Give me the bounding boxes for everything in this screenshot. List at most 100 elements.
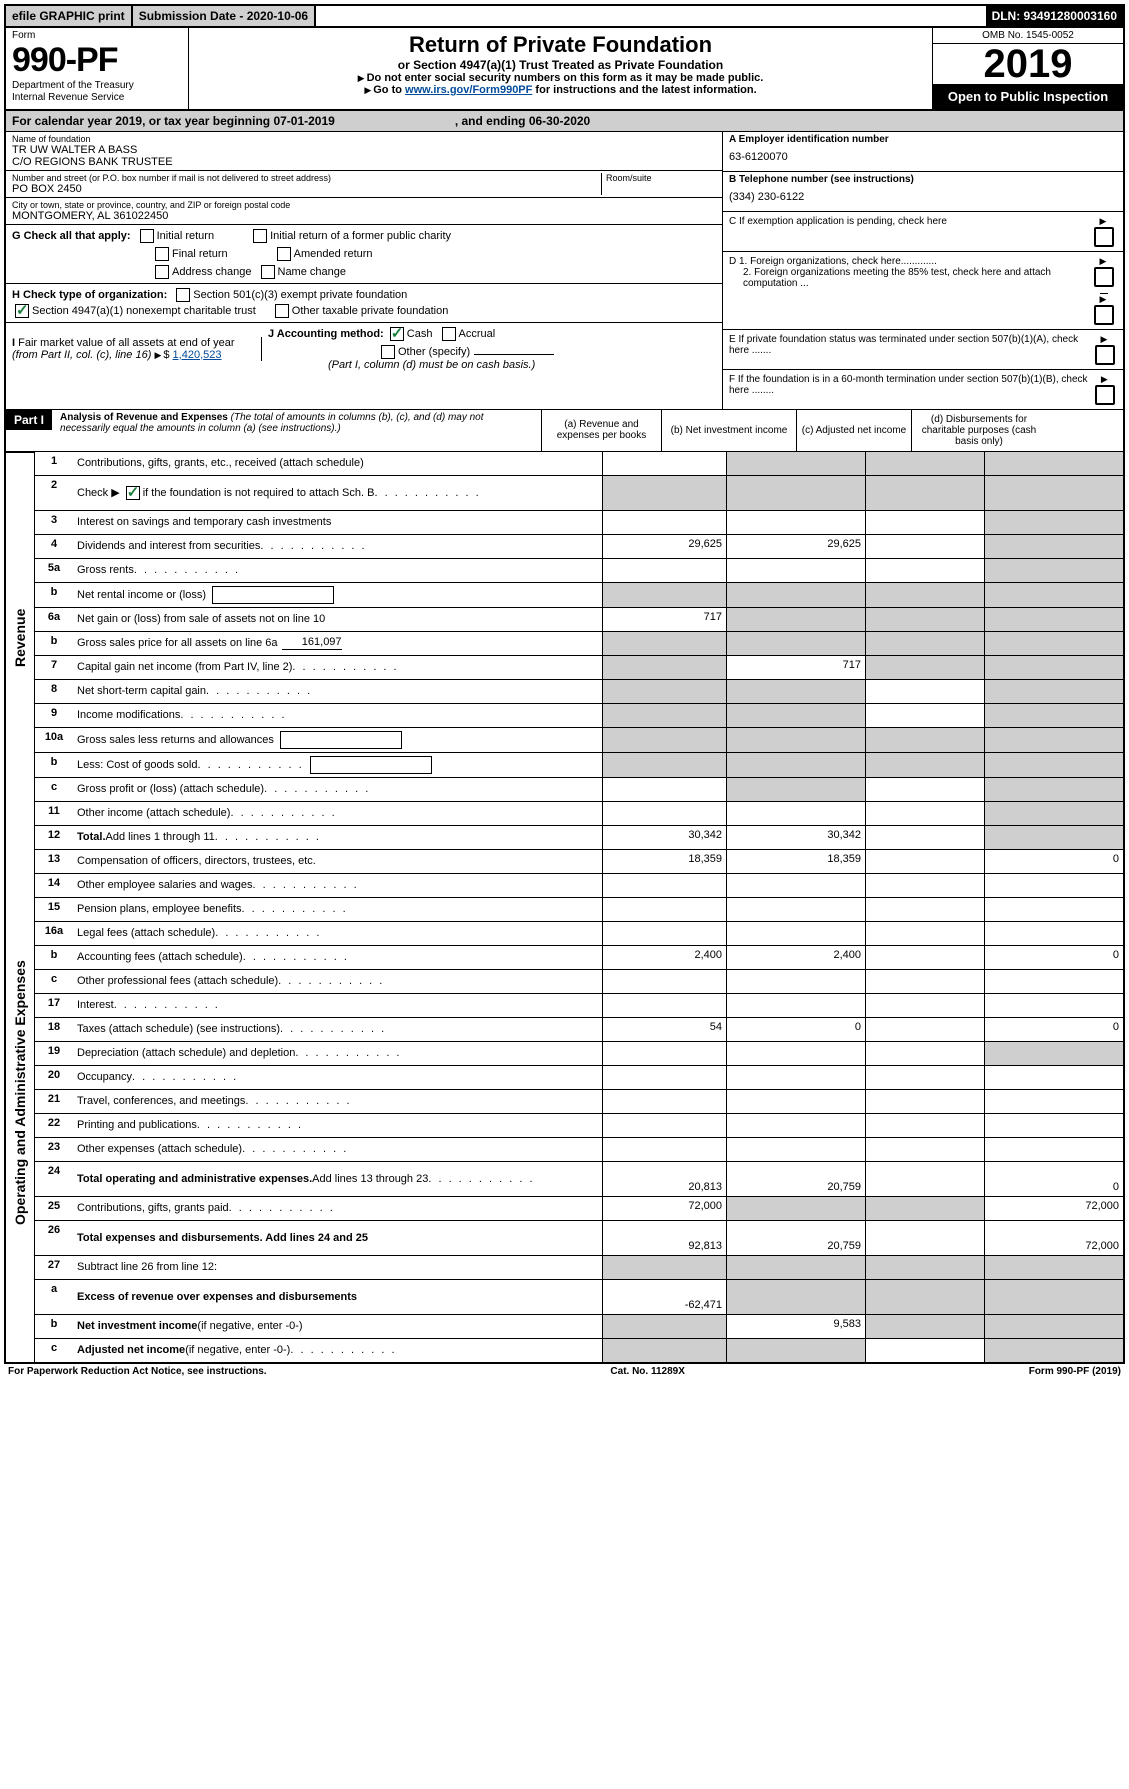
row-21: 21 Travel, conferences, and meetings (35, 1090, 1123, 1114)
cell-a: 20,813 (602, 1162, 726, 1196)
section-j: J Accounting method: Cash Accrual Other … (262, 327, 716, 371)
col-d-header: (d) Disbursements for charitable purpose… (911, 410, 1046, 451)
cb-accrual[interactable] (442, 327, 456, 341)
cell-c (865, 1280, 984, 1314)
row-num: 22 (35, 1114, 73, 1137)
cell-d (984, 704, 1123, 727)
cb-exemption-pending[interactable] (1094, 227, 1114, 247)
cell-d (984, 1090, 1123, 1113)
calendar-year-row: For calendar year 2019, or tax year begi… (6, 111, 1123, 132)
g-opt-3: Final return (172, 248, 228, 260)
cb-other-taxable[interactable] (275, 304, 289, 318)
form-container: efile GRAPHIC print Submission Date - 20… (4, 4, 1125, 1364)
row-desc: Subtract line 26 from line 12: (73, 1256, 602, 1279)
cb-name-change[interactable] (261, 265, 275, 279)
row-num: 4 (35, 535, 73, 558)
header-right: OMB No. 1545-0052 2019 Open to Public In… (932, 28, 1123, 109)
room-label: Room/suite (606, 173, 716, 183)
desc-text: Other professional fees (attach schedule… (77, 975, 278, 987)
row-desc: Compensation of officers, directors, tru… (73, 850, 602, 873)
row-desc: Net investment income (if negative, ente… (73, 1315, 602, 1338)
cb-cash[interactable] (390, 327, 404, 341)
col-b-header: (b) Net investment income (661, 410, 796, 451)
g-opt-1: Initial return (157, 230, 214, 242)
row-desc: Interest (73, 994, 602, 1017)
cb-amended[interactable] (277, 247, 291, 261)
row-10c: c Gross profit or (loss) (attach schedul… (35, 778, 1123, 802)
cell-d: 0 (984, 946, 1123, 969)
cell-a (602, 753, 726, 777)
desc-text: Other expenses (attach schedule) (77, 1143, 242, 1155)
other-specify-line (474, 341, 554, 355)
row-num: 17 (35, 994, 73, 1017)
j-cash: Cash (407, 328, 433, 340)
row-19: 19 Depreciation (attach schedule) and de… (35, 1042, 1123, 1066)
cell-b: 2,400 (726, 946, 865, 969)
col-a-header: (a) Revenue and expenses per books (541, 410, 661, 451)
row-desc: Net rental income or (loss) (73, 583, 602, 607)
cell-d: 0 (984, 1018, 1123, 1041)
row-27a: a Excess of revenue over expenses and di… (35, 1280, 1123, 1315)
city-value: MONTGOMERY, AL 361022450 (12, 210, 716, 222)
cell-a (602, 1090, 726, 1113)
cell-d: 72,000 (984, 1197, 1123, 1220)
cell-a: 54 (602, 1018, 726, 1041)
cb-other-method[interactable] (381, 345, 395, 359)
cell-c (865, 608, 984, 631)
cell-b: 717 (726, 656, 865, 679)
row-15: 15 Pension plans, employee benefits (35, 898, 1123, 922)
row-8: 8 Net short-term capital gain (35, 680, 1123, 704)
row-num: 6a (35, 608, 73, 631)
efile-label: efile GRAPHIC print (6, 6, 133, 26)
cb-85-test[interactable] (1094, 305, 1114, 325)
irs-link[interactable]: www.irs.gov/Form990PF (405, 84, 532, 96)
desc-text: Other income (attach schedule) (77, 807, 230, 819)
desc-text: Interest (77, 999, 114, 1011)
part1-header-left: Part I Analysis of Revenue and Expenses … (6, 410, 541, 451)
cb-address-change[interactable] (155, 265, 169, 279)
cell-c (865, 946, 984, 969)
cb-final-return[interactable] (155, 247, 169, 261)
cell-b (726, 583, 865, 607)
cb-status-terminated[interactable] (1095, 345, 1115, 365)
cell-a (602, 583, 726, 607)
cell-d (984, 898, 1123, 921)
entity-left: Name of foundation TR UW WALTER A BASS C… (6, 132, 722, 409)
cell-b (726, 898, 865, 921)
cb-initial-return[interactable] (140, 229, 154, 243)
header-title-block: Return of Private Foundation or Section … (189, 28, 932, 109)
cb-501c3[interactable] (176, 288, 190, 302)
cell-b (726, 680, 865, 703)
cell-b (726, 559, 865, 582)
row-desc: Other income (attach schedule) (73, 802, 602, 825)
cell-b: 29,625 (726, 535, 865, 558)
g-label: G Check all that apply: (12, 230, 131, 242)
cell-b: 9,583 (726, 1315, 865, 1338)
cell-b: 20,759 (726, 1162, 865, 1196)
fmv-value[interactable]: 1,420,523 (173, 349, 222, 361)
desc-text: Capital gain net income (from Part IV, l… (77, 661, 292, 673)
inline-input (212, 586, 334, 604)
ein-label: A Employer identification number (729, 134, 1117, 145)
desc-text: Gross rents (77, 564, 134, 576)
cell-a (602, 802, 726, 825)
j-note: (Part I, column (d) must be on cash basi… (328, 359, 535, 371)
cb-4947a1[interactable] (15, 304, 29, 318)
cell-c (865, 728, 984, 752)
row-desc: Net short-term capital gain (73, 680, 602, 703)
cell-c (865, 1066, 984, 1089)
cb-sch-b[interactable] (126, 486, 140, 500)
cb-foreign-org[interactable] (1094, 267, 1114, 287)
city-cell: City or town, state or province, country… (6, 198, 722, 225)
cell-a (602, 1256, 726, 1279)
cell-c (865, 535, 984, 558)
cell-b (726, 1339, 865, 1362)
row-27b: b Net investment income (if negative, en… (35, 1315, 1123, 1339)
section-ij: I Fair market value of all assets at end… (6, 323, 722, 375)
ein-value: 63-6120070 (729, 145, 1117, 169)
cb-initial-former[interactable] (253, 229, 267, 243)
cell-b (726, 511, 865, 534)
row-num: 14 (35, 874, 73, 897)
row-desc: Check ▶ if the foundation is not require… (73, 476, 602, 510)
cb-60-month[interactable] (1095, 385, 1115, 405)
